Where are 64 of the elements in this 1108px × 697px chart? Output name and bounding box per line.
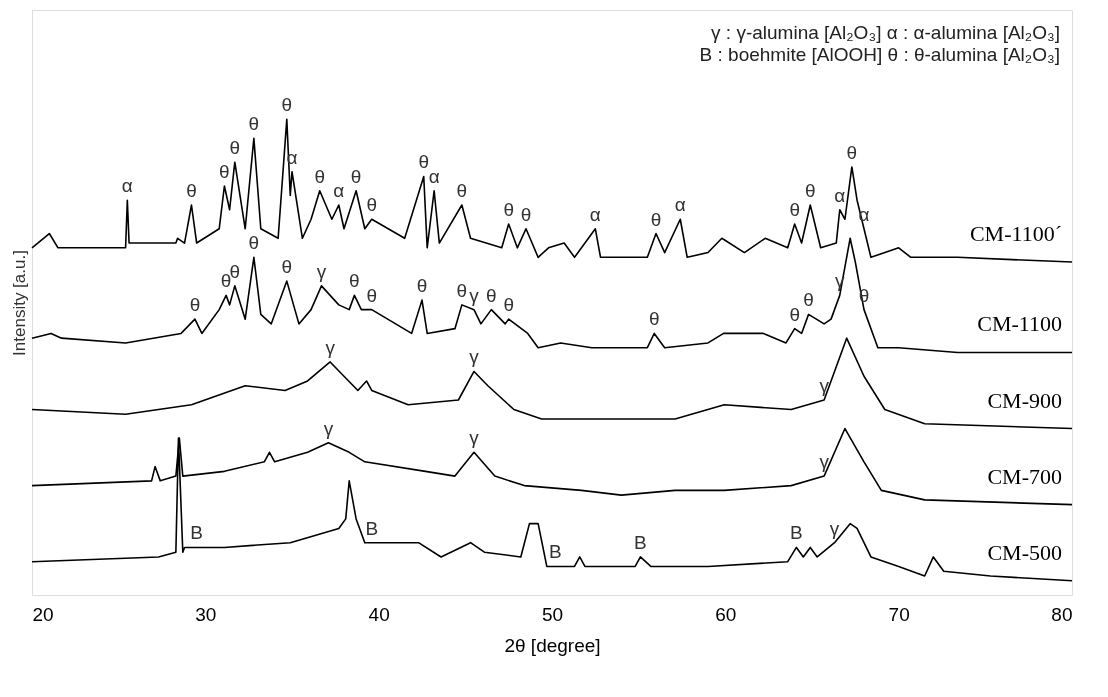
annotation: γ [469, 346, 480, 368]
annotation: α [121, 175, 133, 197]
x-tick-label: 40 [368, 603, 390, 625]
annotation: θ [281, 94, 293, 116]
annotation: B [549, 541, 562, 563]
annotation: θ [219, 160, 230, 182]
annotation: θ [503, 294, 514, 316]
series-label: CM-900 [987, 387, 1062, 413]
annotation: γ [819, 451, 830, 473]
annotation: γ [323, 417, 334, 439]
annotation: B [190, 522, 204, 544]
y-axis-title: Intensity [a.u.] [9, 250, 29, 356]
annotation: B [365, 517, 379, 539]
x-tick-label: 70 [888, 603, 910, 625]
series-label: CM-700 [987, 463, 1062, 489]
annotation: γ [316, 260, 327, 282]
x-axis-title: 2θ [degree] [504, 634, 601, 656]
annotation: θ [229, 137, 241, 159]
annotation: θ [803, 289, 814, 311]
annotation: θ [189, 294, 201, 316]
annotation: B [634, 531, 647, 553]
annotation: γ [819, 375, 830, 396]
x-tick-label: 50 [541, 603, 564, 625]
annotation: θ [456, 180, 468, 201]
annotation: θ [486, 284, 497, 306]
annotation: θ [281, 256, 293, 278]
annotation: θ [846, 141, 858, 163]
text: γ : γ-alumina [Al₂O₃] α : α-alumina [Al₂O₃] [711, 22, 1060, 43]
annotation: θ [349, 270, 360, 292]
x-tick-label: 20 [32, 603, 54, 625]
series-label: CM-1100 [977, 311, 1062, 337]
annotation: θ [456, 279, 468, 301]
annotation: θ [520, 203, 532, 225]
annotation: θ [804, 180, 816, 201]
annotation: θ [350, 165, 362, 187]
annotation: θ [416, 275, 428, 297]
x-tick-label: 30 [195, 603, 217, 625]
annotation: θ [789, 199, 800, 221]
annotation: α [834, 184, 846, 206]
annotation: θ [503, 199, 514, 221]
annotation: θ [248, 113, 260, 135]
annotation: θ [650, 208, 662, 230]
annotation: θ [366, 194, 378, 216]
annotation: γ [469, 284, 480, 306]
annotation: B [790, 522, 803, 544]
x-tick-label: 60 [715, 603, 737, 625]
annotation: θ [366, 284, 378, 306]
annotation: α [428, 165, 440, 187]
annotation: θ [648, 308, 660, 330]
annotation: θ [418, 151, 430, 173]
series-label: CM-500 [987, 539, 1062, 565]
annotation: γ [325, 336, 336, 358]
annotation: θ [314, 165, 326, 187]
annotation: α [333, 180, 345, 201]
annotation: θ [248, 232, 260, 254]
x-tick-label: 80 [1051, 603, 1073, 625]
text: B : boehmite [AlOOH] θ : θ-alumina [Al₂O₃] [699, 44, 1060, 65]
annotation: γ [469, 427, 480, 449]
annotation: α [589, 203, 601, 225]
series-label: CM-1100´ [969, 221, 1062, 247]
annotation: γ [829, 517, 840, 539]
annotation: α [674, 194, 686, 216]
annotation: θ [186, 180, 197, 201]
annotation: θ [789, 303, 800, 325]
